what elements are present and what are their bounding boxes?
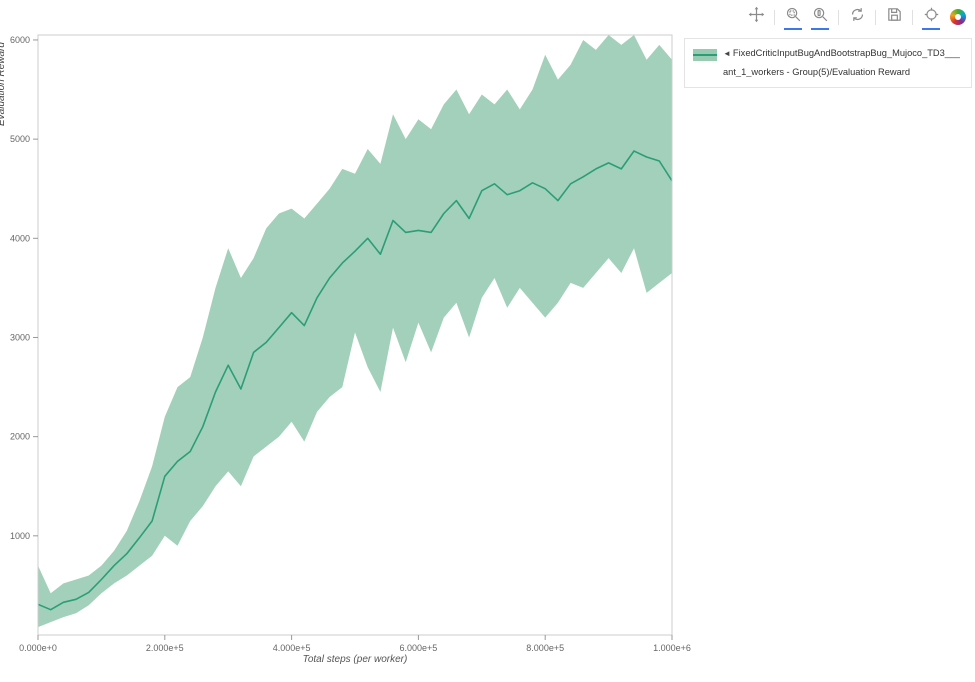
svg-text:3000: 3000 (10, 332, 30, 342)
legend: ◄ FixedCriticInputBugAndBootstrapBug_Mujo… (684, 38, 972, 88)
wheel-zoom-tool-button[interactable] (811, 6, 829, 30)
hover-tool-button[interactable] (922, 6, 940, 30)
svg-text:4000: 4000 (10, 233, 30, 243)
x-axis-label: Total steps (per worker) (302, 654, 408, 665)
svg-text:1.000e+6: 1.000e+6 (653, 643, 691, 653)
svg-text:6000: 6000 (10, 35, 30, 45)
toolbar-separator (875, 9, 876, 25)
reset-icon (849, 6, 866, 28)
save-icon (886, 6, 903, 28)
box-zoom-icon (785, 6, 802, 28)
svg-text:2.000e+5: 2.000e+5 (146, 643, 184, 653)
toolbar-separator (838, 9, 839, 25)
toolbar-separator (912, 9, 913, 25)
legend-label-line1: FixedCriticInputBugAndBootstrapBug_Mujoc… (732, 48, 961, 58)
hover-icon (923, 6, 940, 28)
pan-tool-button[interactable] (747, 6, 765, 28)
pan-icon (748, 6, 765, 28)
legend-swatch-band (693, 49, 717, 61)
legend-label: ◄ FixedCriticInputBugAndBootstrapBug_Mujo… (723, 48, 960, 77)
svg-text:1000: 1000 (10, 531, 30, 541)
wheel-zoom-icon (812, 6, 829, 28)
toolbar-separator (774, 9, 775, 25)
bokeh-logo-icon (950, 9, 966, 25)
svg-text:6.000e+5: 6.000e+5 (400, 643, 438, 653)
save-tool-button[interactable] (885, 8, 903, 26)
legend-collapse-arrow-icon: ◄ (723, 49, 731, 58)
legend-item[interactable]: ◄ FixedCriticInputBugAndBootstrapBug_Mujo… (693, 48, 963, 77)
svg-text:4.000e+5: 4.000e+5 (273, 643, 311, 653)
box-zoom-tool-button[interactable] (784, 6, 802, 30)
svg-text:8.000e+5: 8.000e+5 (526, 643, 564, 653)
reset-tool-button[interactable] (848, 8, 866, 26)
svg-text:5000: 5000 (10, 134, 30, 144)
legend-swatch-line (693, 54, 717, 56)
svg-text:2000: 2000 (10, 432, 30, 442)
plot-toolbar (747, 5, 967, 30)
bokeh-logo-button[interactable] (949, 8, 967, 26)
svg-text:0.000e+0: 0.000e+0 (19, 643, 57, 653)
legend-label-line2: ant_1_workers - Group(5)/Evaluation Rewa… (723, 67, 911, 77)
chart-plot-area[interactable]: 1000 2000 3000 4000 5000 6000 0.000e+0 2.000e+5… (0, 30, 691, 680)
